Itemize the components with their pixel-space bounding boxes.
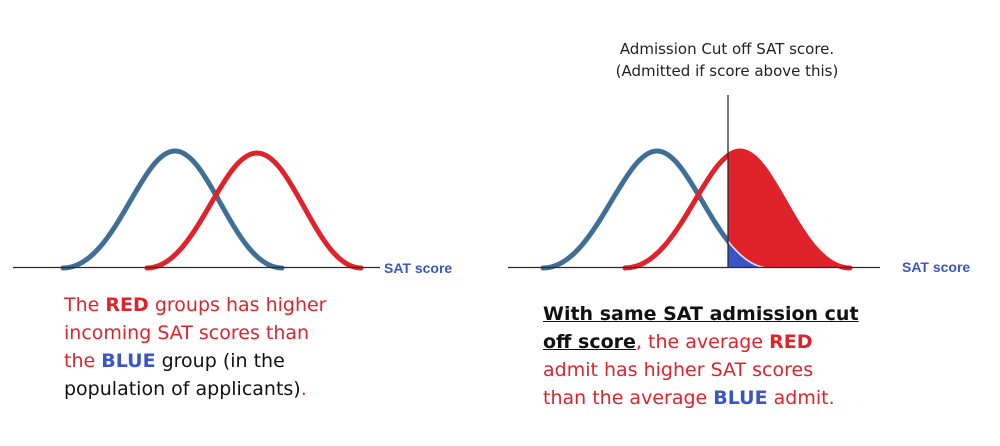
cutoff-label-line-2: (Admitted if score above this) xyxy=(615,62,839,80)
left-caption: The RED groups has higher incoming SAT s… xyxy=(64,291,327,403)
red-keyword: RED xyxy=(769,331,813,353)
right-caption: With same SAT admission cut off score, t… xyxy=(543,300,859,412)
right-red-curve xyxy=(622,148,853,271)
caption-text: population of applicants) xyxy=(64,378,301,400)
left-blue-curve xyxy=(60,148,285,271)
right-blue-admitted-area xyxy=(728,240,770,268)
right-axis-label: SAT score xyxy=(902,259,970,275)
caption-underlined-text: off score xyxy=(543,331,636,353)
right-caption-line-3: admit has higher SAT scores xyxy=(543,356,859,384)
left-caption-line-2: incoming SAT scores than xyxy=(64,319,327,347)
caption-text: admit. xyxy=(767,387,835,409)
right-blue-curve xyxy=(540,148,728,271)
caption-text: , the average xyxy=(635,331,770,353)
cutoff-label-line-1: Admission Cut off SAT score. xyxy=(619,40,835,58)
caption-text: the xyxy=(64,350,102,372)
left-axis-label: SAT score xyxy=(384,260,452,276)
caption-text: incoming SAT scores than xyxy=(64,322,310,344)
right-caption-line-4: than the average BLUE admit. xyxy=(543,384,859,412)
cutoff-annotation: Admission Cut off SAT score. (Admitted i… xyxy=(548,38,906,82)
left-caption-line-4: population of applicants). xyxy=(64,375,327,403)
left-caption-line-3: the BLUE group (in the xyxy=(64,347,327,375)
left-caption-line-1: The RED groups has higher xyxy=(64,291,327,319)
caption-text: The xyxy=(64,294,106,316)
left-red-curve xyxy=(144,150,364,271)
blue-keyword: BLUE xyxy=(101,350,156,372)
caption-underlined-text: With same SAT admission cut xyxy=(543,303,859,325)
blue-keyword: BLUE xyxy=(713,387,768,409)
caption-period: . xyxy=(300,378,307,400)
red-keyword: RED xyxy=(105,294,149,316)
right-caption-line-1: With same SAT admission cut xyxy=(543,300,859,328)
right-caption-line-2: off score, the average RED xyxy=(543,328,859,356)
caption-text: groups has higher xyxy=(148,294,327,316)
caption-text: group (in the xyxy=(155,350,285,372)
caption-text: than the average xyxy=(543,387,714,409)
caption-text: admit has higher SAT scores xyxy=(543,359,814,381)
